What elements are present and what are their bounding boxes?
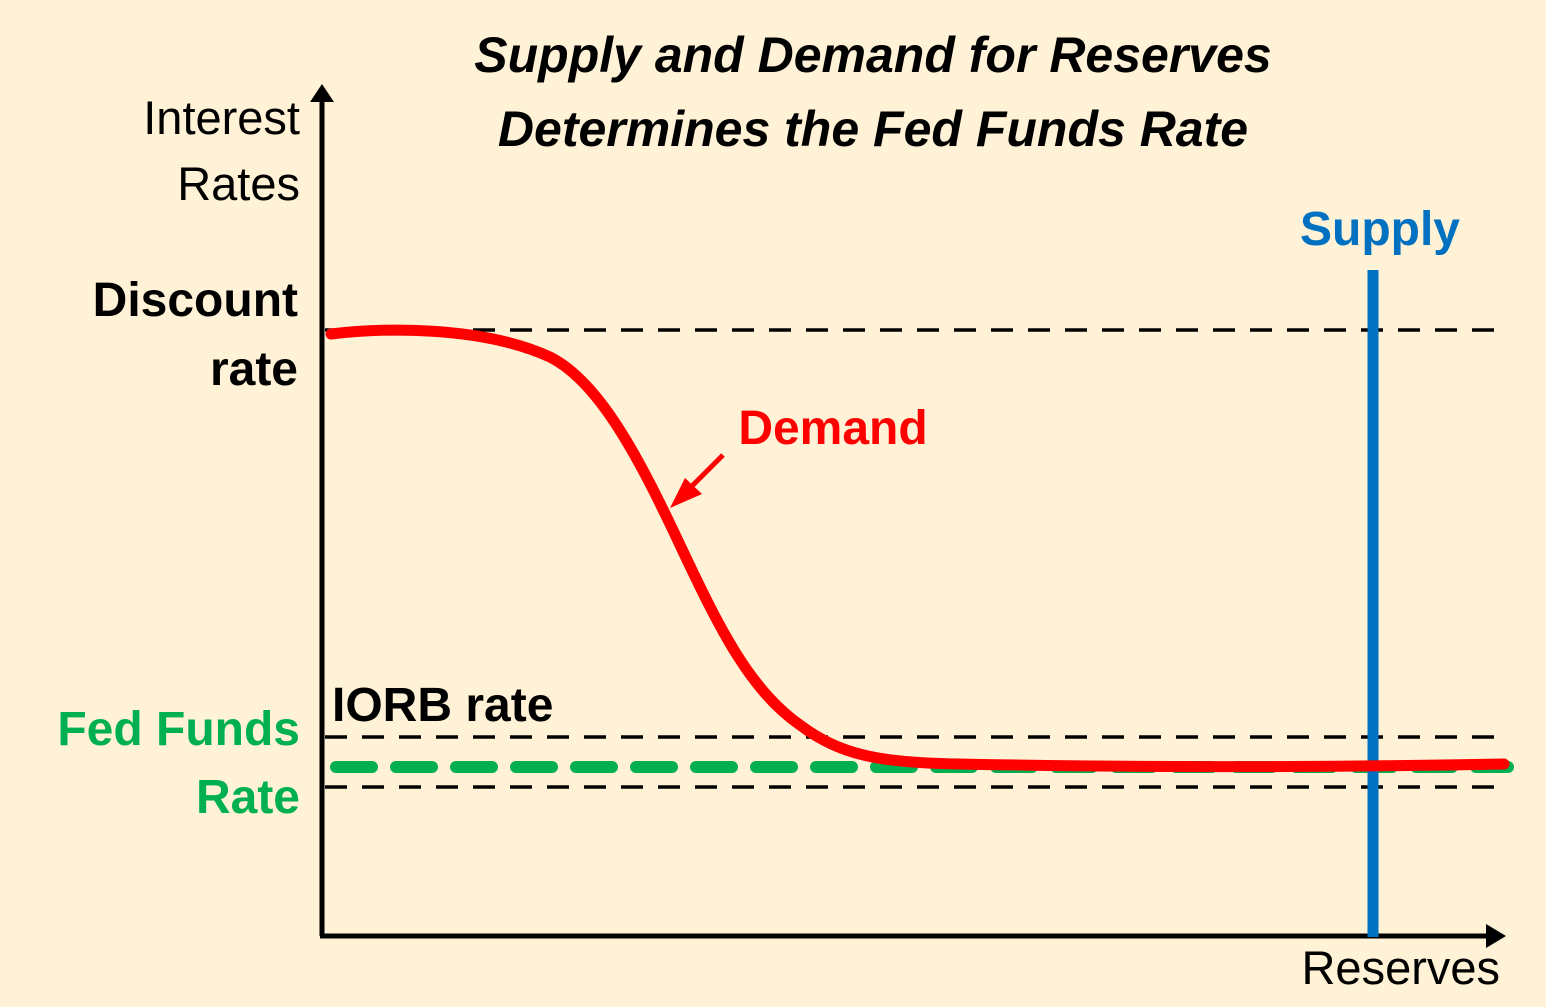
demand-curve (325, 324, 1510, 773)
x-axis-arrowhead (1486, 924, 1506, 948)
supply-label: Supply (1300, 203, 1460, 256)
demand-pointer-arrowhead (670, 478, 702, 508)
x-axis-label: Reserves (1301, 941, 1500, 994)
demand-pointer-line (688, 453, 725, 490)
y-axis-label-line2: Rates (177, 157, 300, 210)
diagram-title-line2: Determines the Fed Funds Rate (498, 101, 1248, 157)
fed-funds-rate-label-line2: Rate (196, 771, 300, 824)
y-axis-label-line1: Interest (143, 91, 300, 144)
discount-rate-label-line1: Discount (93, 274, 298, 327)
demand-label: Demand (738, 402, 927, 455)
iorb-rate-label: IORB rate (332, 679, 553, 732)
fed-funds-rate-label-line1: Fed Funds (57, 703, 300, 756)
y-axis-arrowhead (310, 84, 334, 102)
diagram-title-line1: Supply and Demand for Reserves (474, 27, 1271, 83)
discount-rate-label-line2: rate (210, 343, 298, 396)
